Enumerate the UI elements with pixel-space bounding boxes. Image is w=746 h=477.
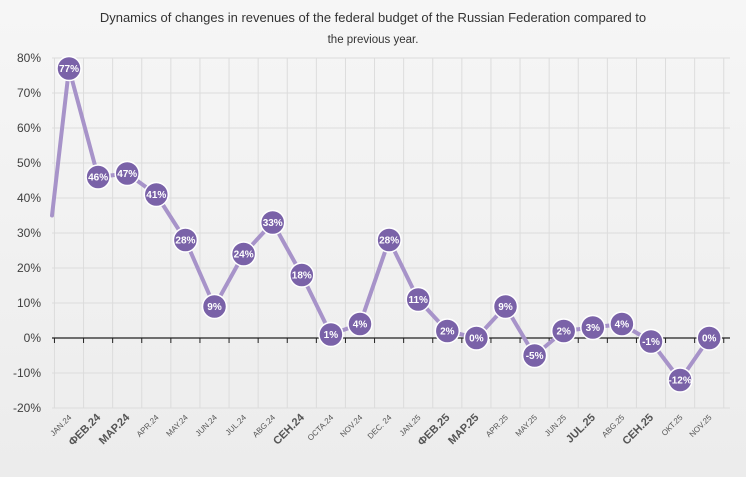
x-tick-label: MAY.24 <box>164 413 190 439</box>
data-point <box>667 367 693 393</box>
data-label: 4% <box>353 320 368 331</box>
x-tick-label: ФЕВ.25 <box>416 412 453 449</box>
y-tick-label: -10% <box>13 366 41 380</box>
data-point <box>492 293 519 320</box>
data-label: 9% <box>498 302 513 313</box>
x-tick-label: APR.24 <box>135 413 161 439</box>
data-label: 0% <box>469 334 484 345</box>
data-point <box>638 328 664 355</box>
x-tick-label: СЕН.25 <box>620 412 656 448</box>
data-label: 11% <box>408 295 428 306</box>
y-tick-label: 10% <box>17 296 41 310</box>
data-point <box>376 227 402 253</box>
data-label: 46% <box>88 173 108 184</box>
data-label: 2% <box>556 327 571 338</box>
y-axis: -20% -10% 0% 10% 20% 30% 40% 50% 60% 70% 80% <box>13 51 41 415</box>
data-label: -1% <box>642 337 660 348</box>
data-label: 77% <box>59 64 79 75</box>
data-label: 24% <box>234 250 254 261</box>
x-tick-label: JUN.25 <box>543 413 569 439</box>
y-tick-label: 80% <box>17 51 41 65</box>
data-point <box>521 342 548 369</box>
y-tick-label: 40% <box>17 191 41 205</box>
x-tick-label: СЕН.24 <box>271 411 307 447</box>
x-tick-label: МАР.25 <box>446 412 481 447</box>
data-label: 28% <box>175 236 195 247</box>
data-point <box>172 227 199 253</box>
x-tick-label: DEC. 24 <box>366 413 394 441</box>
x-tick-label: NOV.24 <box>338 413 364 439</box>
x-tick-label: JAN.25 <box>398 413 423 438</box>
data-point <box>56 55 82 82</box>
chart-title: Dynamics of changes in revenues of the f… <box>100 10 646 25</box>
data-label: 47% <box>117 169 137 180</box>
data-point <box>114 160 140 187</box>
chart-subtitle: the previous year. <box>328 34 419 46</box>
data-point <box>201 293 228 320</box>
data-point <box>143 181 170 208</box>
data-point <box>609 311 635 337</box>
y-tick-label: 50% <box>17 156 41 170</box>
y-tick-label: 70% <box>17 86 41 100</box>
data-label: 33% <box>263 218 283 229</box>
y-tick-label: 0% <box>24 331 42 345</box>
x-tick-label: JUL.25 <box>564 412 598 446</box>
data-label: -12% <box>668 376 691 387</box>
data-label: -5% <box>526 351 544 362</box>
data-label: 41% <box>146 190 166 201</box>
series-line <box>50 66 712 382</box>
data-label: 2% <box>440 327 455 338</box>
data-label: 0% <box>702 334 717 345</box>
grid <box>52 57 730 409</box>
data-point <box>550 318 577 344</box>
data-point <box>289 262 315 288</box>
x-tick-label: JAN.24 <box>48 413 73 438</box>
data-label: 28% <box>379 236 399 247</box>
series: 77% 46% 47% 41% 28% 9% 24% 33% 18% 1% 4% 28% 11% 2% 0%… <box>50 55 722 393</box>
data-label: 1% <box>324 330 339 341</box>
x-tick-label: OCTA.24 <box>306 413 336 443</box>
data-point <box>85 164 111 190</box>
data-point <box>347 311 373 337</box>
data-point <box>230 241 257 267</box>
data-label: 3% <box>586 323 601 334</box>
x-tick-label: ФЕВ.24 <box>66 411 103 448</box>
y-tick-label: -20% <box>13 401 41 415</box>
data-label: 9% <box>207 302 222 313</box>
y-tick-label: 60% <box>17 121 41 135</box>
y-tick-label: 30% <box>17 226 41 240</box>
x-tick-label: APR.25 <box>484 413 510 439</box>
data-point <box>696 325 722 351</box>
x-tick-label: JUN.24 <box>194 413 220 439</box>
data-point <box>259 209 286 236</box>
x-tick-label: JUL.24 <box>224 413 249 438</box>
y-tick-label: 20% <box>17 261 41 275</box>
data-label: 4% <box>615 320 630 331</box>
data-point <box>318 321 344 348</box>
data-point <box>463 325 490 351</box>
data-point <box>434 318 461 344</box>
data-point <box>580 314 606 341</box>
x-tick-label: ОКТ.25 <box>660 413 685 438</box>
x-tick-label: NOV.25 <box>688 413 714 439</box>
x-tick-label: MAY.25 <box>514 413 540 439</box>
data-point <box>405 286 431 313</box>
x-tick-label: МАР.24 <box>97 411 133 447</box>
data-label: 18% <box>292 271 312 282</box>
